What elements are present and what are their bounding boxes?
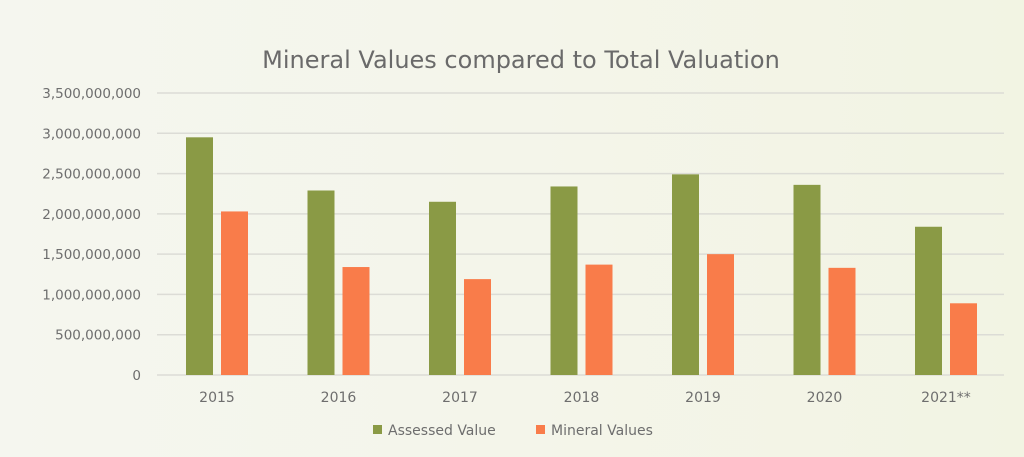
bars bbox=[186, 137, 977, 375]
y-tick-label: 0 bbox=[132, 368, 141, 384]
bar-mineral-values-2018 bbox=[585, 264, 613, 375]
bar-mineral-values-2020 bbox=[828, 267, 856, 375]
x-tick-label: 2015 bbox=[199, 390, 235, 406]
bar-assessed-value-2017 bbox=[429, 201, 456, 375]
bar-mineral-values-2019 bbox=[707, 254, 734, 375]
legend-item-mineral-values: Mineral Values bbox=[536, 423, 653, 439]
y-tick-label: 3,500,000,000 bbox=[42, 86, 141, 102]
x-axis-tick-labels: 2015 2016 2017 2018 2019 2020 2021** bbox=[199, 390, 971, 406]
x-tick-label: 2020 bbox=[807, 390, 843, 406]
x-tick-label: 2019 bbox=[685, 390, 721, 406]
bar-mineral-values-2017 bbox=[464, 279, 491, 375]
x-tick-label: 2021** bbox=[921, 390, 971, 406]
legend-item-assessed-value: Assessed Value bbox=[373, 423, 496, 439]
x-tick-label: 2016 bbox=[321, 390, 357, 406]
y-tick-label: 1,000,000,000 bbox=[42, 287, 141, 303]
y-tick-label: 3,000,000,000 bbox=[42, 126, 141, 142]
bar-assessed-value-2021 bbox=[915, 226, 942, 375]
legend-swatch bbox=[536, 425, 545, 434]
y-tick-label: 500,000,000 bbox=[55, 328, 141, 344]
bar-mineral-values-2015 bbox=[221, 211, 248, 375]
x-tick-label: 2017 bbox=[442, 390, 478, 406]
legend-label: Mineral Values bbox=[551, 423, 653, 439]
bar-assessed-value-2020 bbox=[793, 184, 821, 375]
legend-swatch bbox=[373, 425, 382, 434]
bar-assessed-value-2018 bbox=[550, 186, 578, 375]
legend-label: Assessed Value bbox=[388, 423, 496, 439]
y-tick-label: 2,500,000,000 bbox=[42, 167, 141, 183]
legend: Assessed Value Mineral Values bbox=[373, 423, 653, 439]
bar-assessed-value-2019 bbox=[672, 174, 699, 375]
bar-assessed-value-2015 bbox=[186, 137, 213, 375]
x-tick-label: 2018 bbox=[564, 390, 600, 406]
y-axis-tick-labels: 0 500,000,000 1,000,000,000 1,500,000,000 2,… bbox=[42, 86, 141, 384]
y-tick-label: 2,000,000,000 bbox=[42, 207, 141, 223]
bar-mineral-values-2021 bbox=[950, 303, 977, 375]
bar-mineral-values-2016 bbox=[342, 267, 370, 375]
y-tick-label: 1,500,000,000 bbox=[42, 247, 141, 263]
gridlines bbox=[157, 92, 1004, 376]
chart-title: Mineral Values compared to Total Valuati… bbox=[262, 46, 780, 74]
bar-assessed-value-2016 bbox=[307, 190, 335, 375]
